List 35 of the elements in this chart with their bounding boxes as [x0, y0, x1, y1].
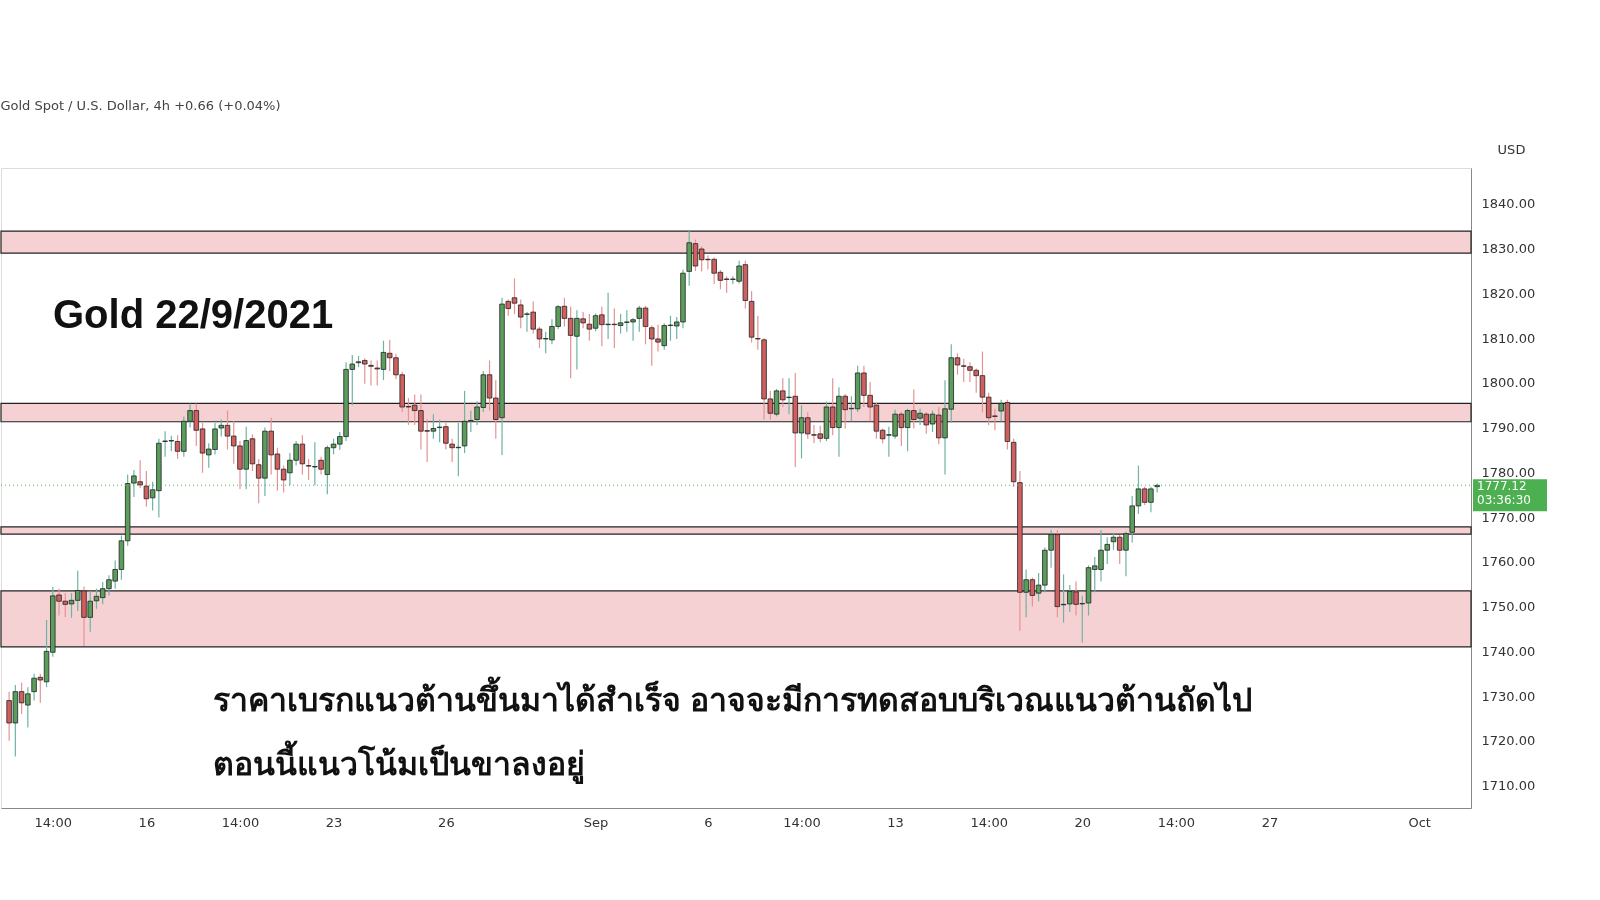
y-tick-label: 1730.00: [1481, 688, 1536, 704]
chart-subtitle: Gold Spot / U.S. Dollar, 4h +0.66 (+0.04%): [0, 98, 281, 113]
ref-line-label: 1777.12 03:36:30: [1477, 479, 1531, 508]
y-tick-label: 1820.00: [1481, 285, 1536, 301]
x-tick-label: 20: [1074, 814, 1092, 830]
x-tick-label: 14:00: [221, 814, 260, 830]
y-tick-label: 1760.00: [1481, 554, 1536, 570]
y-tick-label: 1790.00: [1481, 420, 1536, 436]
x-tick-label: 14:00: [783, 814, 821, 830]
annotation: ราคาเบรกแนวต้านขึ้นมาได้สำเร็จ อาจจะมีการทดสอบบริเวณแนวต้านถัดไป: [213, 676, 1252, 718]
y-tick-label: 1780.00: [1481, 464, 1536, 480]
y-tick-label: 1800.00: [1481, 375, 1536, 391]
y-tick-label: 1750.00: [1481, 599, 1536, 615]
x-tick-label: Sep: [583, 814, 609, 830]
candlestick: [368, 359, 374, 387]
annotation: ตอนนี้แนวโน้มเป็นขาลงอยู่: [213, 740, 585, 785]
x-tick-label: 27: [1261, 814, 1279, 830]
y-axis-title: USD: [1497, 141, 1526, 157]
y-tick-label: 1740.00: [1481, 643, 1536, 659]
x-tick-label: 16: [138, 814, 156, 830]
y-tick-label: 1720.00: [1481, 733, 1536, 749]
y-tick-label: 1710.00: [1481, 778, 1536, 794]
x-tick-label: 13: [887, 814, 904, 830]
y-tick-label: 1770.00: [1481, 509, 1536, 525]
y-tick-label: 1830.00: [1481, 241, 1536, 257]
x-tick-label: 23: [325, 814, 343, 830]
x-tick-label: Oct: [1408, 814, 1431, 830]
x-tick-label: 6: [704, 814, 713, 830]
text: Gold 22/9/2021: [53, 292, 334, 336]
y-tick-label: 1840.00: [1481, 196, 1536, 212]
x-tick-label: 14:00: [1157, 814, 1196, 830]
y-tick-label: 1810.00: [1481, 330, 1536, 346]
x-tick-label: 14:00: [970, 814, 1008, 830]
x-tick-label: 14:00: [34, 814, 73, 830]
x-tick-label: 26: [438, 814, 455, 830]
